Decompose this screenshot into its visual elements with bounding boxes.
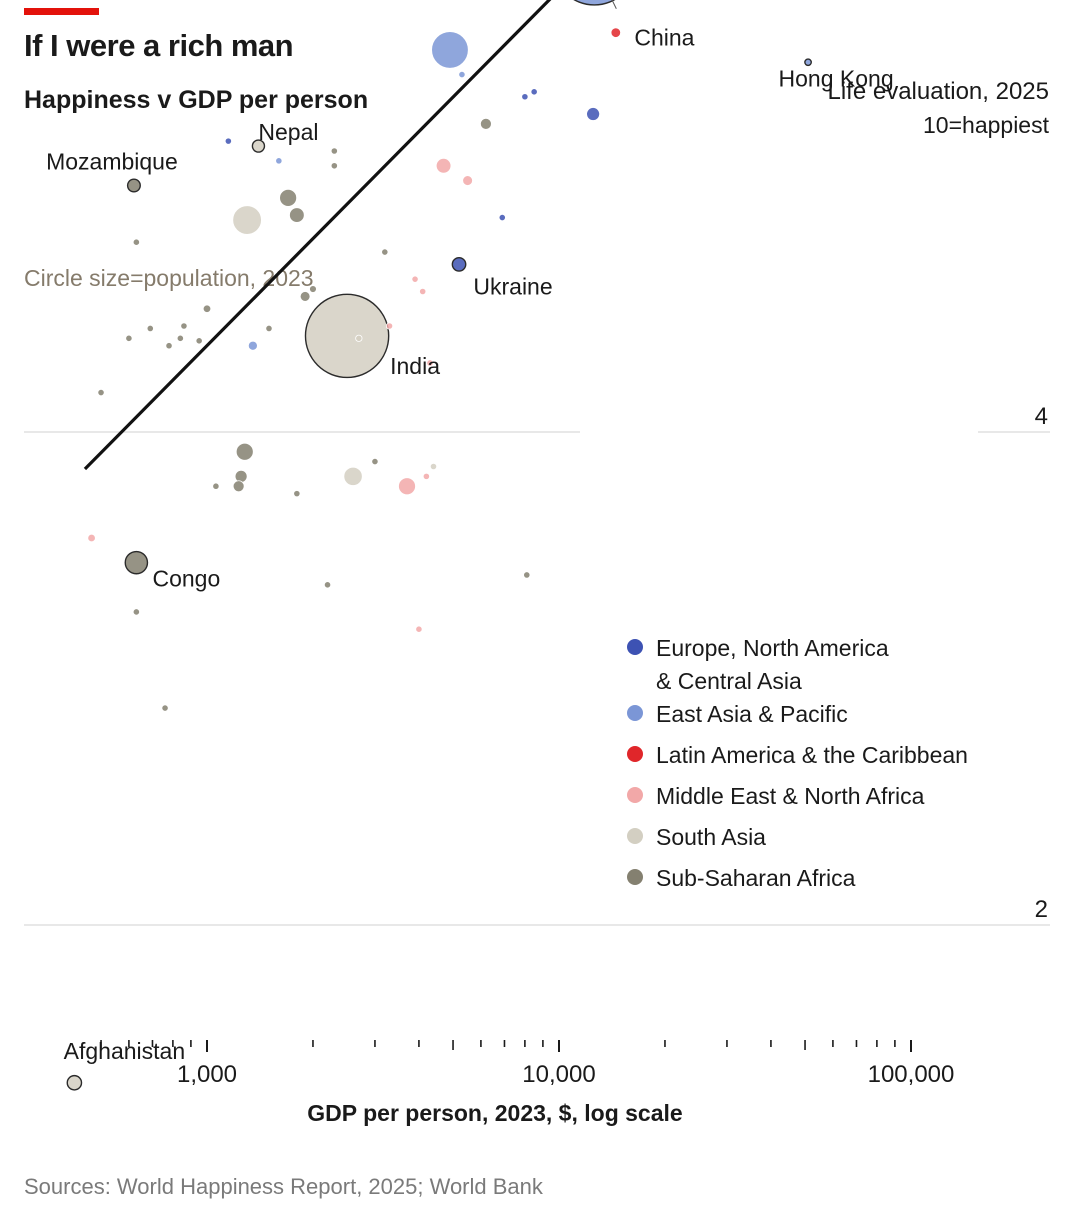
data-point [610, 27, 621, 38]
data-point [224, 137, 232, 145]
data-point [176, 334, 184, 342]
size-note: Circle size=population, 2023 [24, 265, 314, 291]
point-ukraine [451, 256, 467, 272]
data-point [381, 248, 389, 256]
data-point [523, 571, 531, 579]
data-point [419, 287, 427, 296]
data-point [462, 175, 473, 186]
legend-label-eastasia: East Asia & Pacific [656, 701, 848, 727]
source-note: Sources: World Happiness Report, 2025; W… [24, 1174, 543, 1199]
data-point [265, 324, 273, 333]
label-afghanistan: Afghanistan [64, 1038, 185, 1064]
y-axis-note: 10=happiest [923, 112, 1049, 138]
data-point [87, 533, 96, 543]
legend-swatch-southasia [627, 828, 643, 844]
legend-label-mena: Middle East & North Africa [656, 783, 925, 809]
label-congo: Congo [152, 566, 220, 592]
data-point [422, 472, 430, 480]
point-mozambique [126, 178, 141, 193]
point-hong-kong [804, 58, 812, 67]
point-afghanistan [66, 1074, 83, 1091]
data-point [530, 88, 538, 96]
data-point [309, 285, 317, 293]
data-point [132, 608, 140, 616]
data-point [458, 70, 466, 79]
data-point [330, 162, 338, 170]
data-point [371, 457, 379, 466]
trend-line [83, 0, 552, 471]
data-point [180, 322, 188, 330]
data-point [435, 158, 452, 174]
label-nepal: Nepal [258, 119, 318, 145]
data-point [234, 469, 248, 483]
data-point [343, 466, 363, 486]
data-point [586, 107, 601, 121]
label-china: China [634, 25, 694, 51]
y-tick-label: 2 [1035, 896, 1048, 923]
data-point [398, 477, 416, 496]
data-point [323, 581, 332, 589]
data-point [299, 291, 311, 302]
data-point [426, 359, 434, 367]
point-china [573, 0, 616, 6]
legend-label-latam: Latin America & the Caribbean [656, 742, 968, 768]
legend-label-europe: & Central Asia [656, 668, 802, 694]
data-point [232, 205, 262, 235]
data-point [521, 93, 529, 101]
data-point [429, 462, 438, 471]
legend-swatch-eastasia [627, 705, 643, 721]
data-point [385, 322, 394, 330]
data-point [125, 334, 133, 342]
legend-label-europe: Europe, North America [656, 635, 889, 661]
data-point [415, 625, 423, 633]
legend-swatch-mena [627, 787, 643, 803]
chart-subtitle: Happiness v GDP per person [24, 86, 369, 114]
data-point [431, 31, 469, 69]
label-mozambique: Mozambique [46, 149, 178, 175]
data-point [195, 337, 203, 345]
x-tick-label: 10,000 [522, 1061, 595, 1088]
legend-swatch-latam [627, 746, 643, 762]
y-axis-title: Life evaluation, 2025 [827, 78, 1049, 105]
data-point [330, 147, 338, 155]
y-tick-label: 4 [1035, 403, 1048, 430]
point-india [304, 293, 390, 379]
data-point [355, 334, 363, 342]
point-nepal [251, 139, 266, 153]
legend-label-ssa: Sub-Saharan Africa [656, 865, 856, 891]
legend-label-southasia: South Asia [656, 824, 766, 850]
chart-title: If I were a rich man [24, 28, 294, 63]
data-point [202, 304, 212, 313]
data-point [480, 117, 492, 130]
data-point [247, 340, 258, 351]
data-point [498, 213, 506, 222]
label-ukraine: Ukraine [473, 273, 552, 299]
data-point [279, 188, 298, 207]
data-point [293, 490, 301, 498]
data-point [289, 207, 305, 223]
leader-line [611, 0, 617, 9]
data-point [235, 442, 254, 461]
x-tick-label: 100,000 [868, 1061, 955, 1088]
label-hong-kong: Hong Kong [779, 65, 894, 91]
data-point [232, 480, 245, 493]
data-point [161, 704, 169, 712]
x-axis-title: GDP per person, 2023, $, log scale [307, 1100, 683, 1126]
data-point [146, 324, 154, 333]
data-point [165, 342, 173, 350]
data-point [411, 275, 419, 283]
legend-swatch-ssa [627, 869, 643, 885]
x-tick-label: 1,000 [177, 1061, 237, 1088]
data-point [132, 238, 140, 246]
data-point [97, 388, 105, 397]
point-congo [124, 550, 149, 575]
legend-swatch-europe [627, 639, 643, 655]
data-point [275, 157, 283, 165]
data-point [212, 482, 220, 490]
label-india: India [390, 353, 440, 379]
brand-red-bar [24, 8, 99, 15]
